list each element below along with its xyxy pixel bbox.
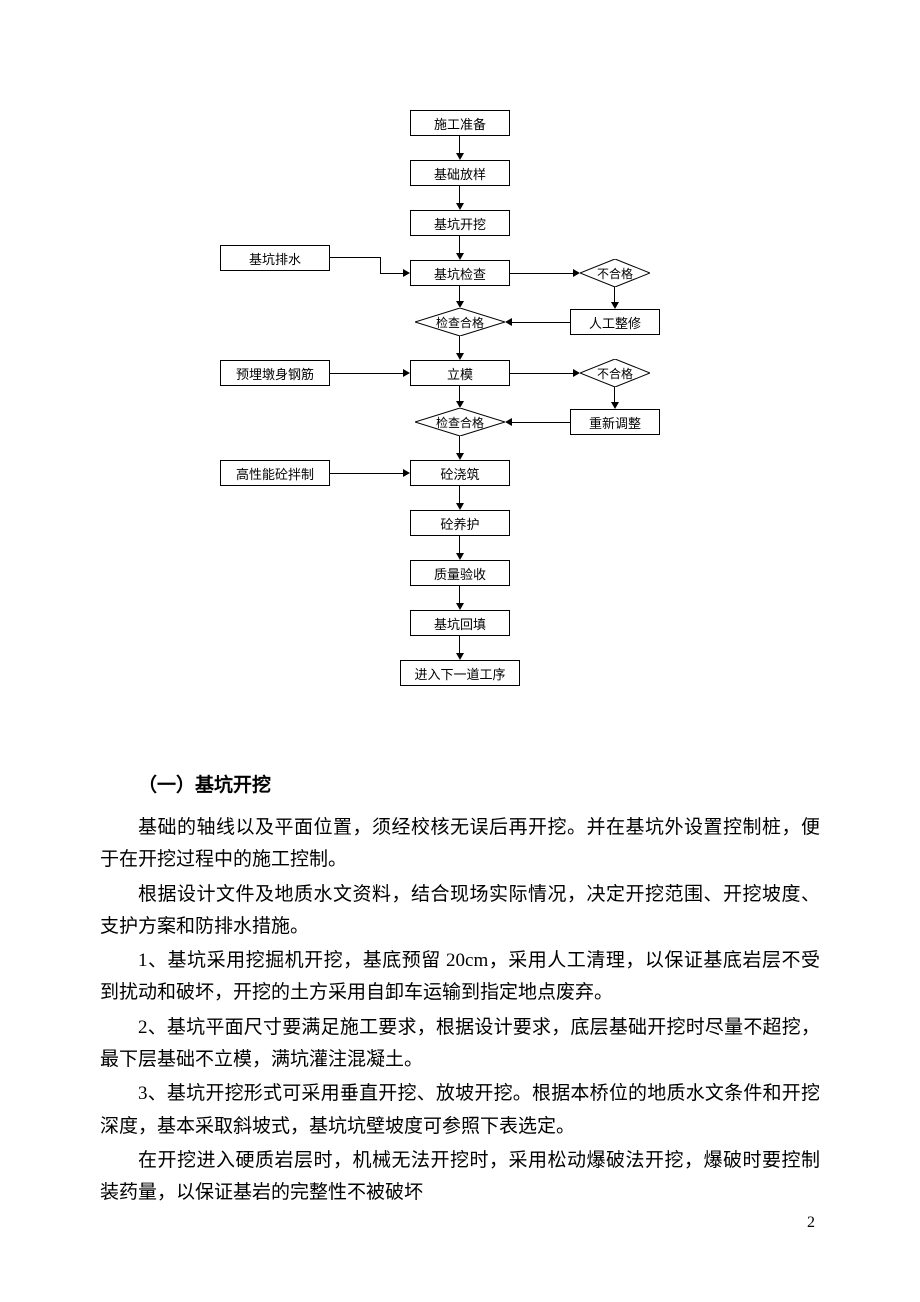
paragraph: 3、基坑开挖形式可采用垂直开挖、放坡开挖。根据本桥位的地质水文条件和开挖深度，基… <box>100 1078 820 1143</box>
paragraph: 2、基坑平面尺寸要满足施工要求，根据设计要求，底层基础开挖时尽量不超挖，最下层基… <box>100 1012 820 1077</box>
document-page: 施工准备 基础放样 基坑开挖 基坑检查 检查合格 立模 检查合格 砼浇筑 砼养护… <box>0 0 920 1262</box>
node-pour: 砼浇筑 <box>410 460 510 486</box>
node-formwork: 立模 <box>410 360 510 386</box>
node-prep: 施工准备 <box>410 110 510 136</box>
decision-form-ok: 检查合格 <box>415 408 505 436</box>
node-rebar: 预埋墩身钢筋 <box>220 360 330 386</box>
node-readjust: 重新调整 <box>570 409 660 435</box>
paragraph: 1、基坑采用挖掘机开挖，基底预留 20cm，采用人工清理，以保证基底岩层不受到扰… <box>100 945 820 1010</box>
node-concrete-mix: 高性能砼拌制 <box>220 460 330 486</box>
decision-inspect-ok: 检查合格 <box>415 308 505 336</box>
node-cure: 砼养护 <box>410 510 510 536</box>
paragraph: 基础的轴线以及平面位置，须经校核无误后再开挖。并在基坑外设置控制桩，便于在开挖过… <box>100 812 820 877</box>
decision-fail-1: 不合格 <box>580 259 650 287</box>
node-next: 进入下一道工序 <box>400 660 520 686</box>
node-layout: 基础放样 <box>410 160 510 186</box>
node-excavate: 基坑开挖 <box>410 210 510 236</box>
page-number: 2 <box>807 1214 815 1232</box>
node-inspect: 基坑检查 <box>410 260 510 286</box>
node-manual-fix: 人工整修 <box>570 309 660 335</box>
section-heading: （一）基坑开挖 <box>100 770 820 797</box>
node-qa: 质量验收 <box>410 560 510 586</box>
construction-flowchart: 施工准备 基础放样 基坑开挖 基坑检查 检查合格 立模 检查合格 砼浇筑 砼养护… <box>200 110 720 740</box>
node-backfill: 基坑回填 <box>410 610 510 636</box>
decision-fail-2: 不合格 <box>580 359 650 387</box>
node-drainage: 基坑排水 <box>220 245 330 271</box>
paragraph: 在开挖进入硬质岩层时，机械无法开挖时，采用松动爆破法开挖，爆破时要控制装药量，以… <box>100 1145 820 1210</box>
paragraph: 根据设计文件及地质水文资料，结合现场实际情况，决定开挖范围、开挖坡度、支护方案和… <box>100 879 820 944</box>
